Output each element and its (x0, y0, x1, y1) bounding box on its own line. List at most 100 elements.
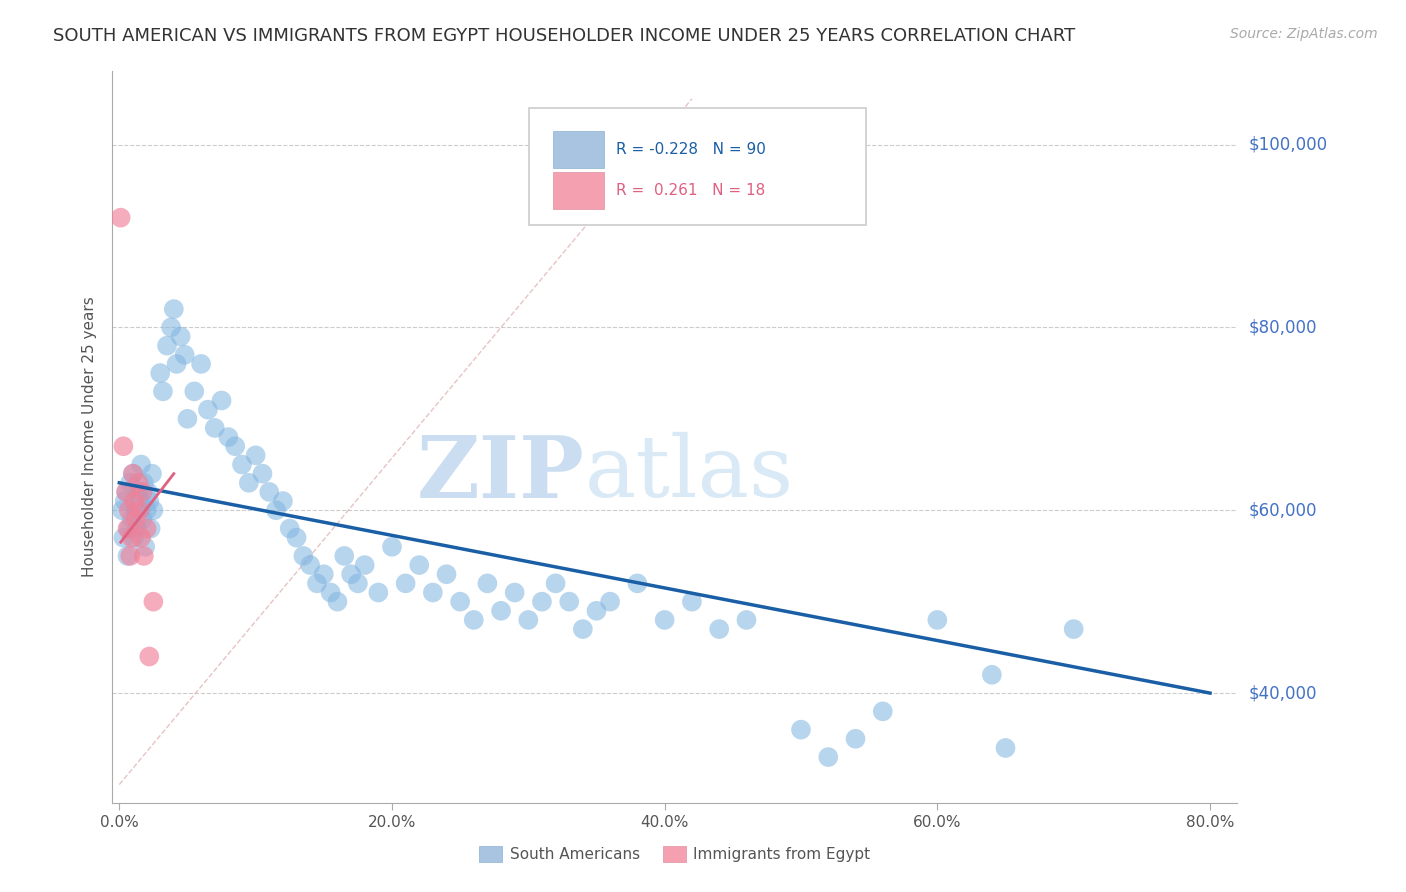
Point (299, 558, 322, 573)
Point (156, 338, 179, 352)
Point (127, 475, 149, 490)
Point (211, 393, 233, 408)
Point (626, 576, 648, 591)
Text: $80,000: $80,000 (1249, 318, 1317, 336)
Point (121, 531, 143, 545)
Point (118, 521, 141, 535)
Text: $60,000: $60,000 (1249, 501, 1317, 519)
Point (124, 503, 146, 517)
Text: R =  0.261   N = 18: R = 0.261 N = 18 (616, 183, 766, 198)
Point (125, 521, 148, 535)
Point (326, 594, 349, 608)
Point (129, 531, 152, 545)
Point (190, 357, 212, 371)
Point (120, 549, 142, 563)
Point (110, 211, 132, 225)
Point (135, 503, 157, 517)
Point (422, 585, 444, 599)
Point (117, 521, 139, 535)
Point (264, 503, 287, 517)
Text: atlas: atlas (585, 432, 794, 516)
Point (572, 622, 595, 636)
Point (118, 503, 141, 517)
Point (463, 613, 485, 627)
Point (142, 594, 165, 608)
Point (121, 512, 143, 526)
Point (367, 585, 389, 599)
Point (312, 567, 335, 582)
Point (204, 421, 226, 435)
Text: R = -0.228   N = 90: R = -0.228 N = 90 (616, 142, 766, 157)
Point (790, 723, 813, 737)
Point (599, 594, 621, 608)
Point (128, 503, 150, 517)
Point (112, 439, 135, 453)
Point (252, 467, 274, 481)
Point (166, 357, 188, 371)
Point (114, 494, 136, 508)
FancyBboxPatch shape (529, 108, 866, 225)
Point (183, 384, 205, 399)
Point (117, 549, 139, 563)
Point (654, 613, 676, 627)
Point (347, 576, 370, 591)
Point (544, 576, 567, 591)
Y-axis label: Householder Income Under 25 years: Householder Income Under 25 years (82, 297, 97, 577)
Point (173, 348, 195, 362)
Point (138, 649, 160, 664)
Point (530, 594, 553, 608)
Point (394, 576, 416, 591)
Point (120, 475, 142, 490)
Point (585, 604, 607, 618)
Point (259, 484, 281, 499)
Point (285, 531, 308, 545)
FancyBboxPatch shape (554, 131, 605, 168)
Point (128, 494, 150, 508)
Point (292, 549, 315, 563)
Point (353, 558, 375, 573)
Point (872, 704, 894, 718)
Point (994, 740, 1017, 755)
Text: ZIP: ZIP (418, 432, 585, 516)
Point (176, 411, 198, 425)
Point (271, 494, 294, 508)
Point (112, 531, 135, 545)
Point (136, 484, 159, 499)
Point (333, 549, 356, 563)
Point (503, 585, 526, 599)
Point (238, 475, 260, 490)
Point (169, 329, 191, 343)
Point (340, 567, 363, 582)
Point (139, 521, 162, 535)
Point (927, 613, 949, 627)
Point (127, 484, 149, 499)
Point (132, 549, 155, 563)
Point (129, 458, 152, 472)
Point (436, 567, 458, 582)
Point (245, 448, 267, 462)
Point (124, 531, 146, 545)
Point (517, 613, 540, 627)
Point (1063, 622, 1085, 636)
FancyBboxPatch shape (554, 172, 605, 209)
Point (449, 594, 471, 608)
Point (217, 430, 239, 444)
Point (160, 320, 183, 334)
Point (817, 750, 839, 764)
Point (141, 467, 163, 481)
Point (558, 594, 581, 608)
Point (132, 475, 155, 490)
Text: Source: ZipAtlas.com: Source: ZipAtlas.com (1230, 27, 1378, 41)
Point (122, 467, 145, 481)
Point (131, 484, 153, 499)
Point (224, 439, 246, 453)
Text: $100,000: $100,000 (1249, 136, 1327, 153)
Point (381, 540, 404, 554)
Point (844, 731, 866, 746)
Point (138, 494, 160, 508)
Point (135, 521, 157, 535)
Point (408, 558, 430, 573)
Point (319, 585, 342, 599)
Point (142, 503, 165, 517)
Point (115, 484, 138, 499)
